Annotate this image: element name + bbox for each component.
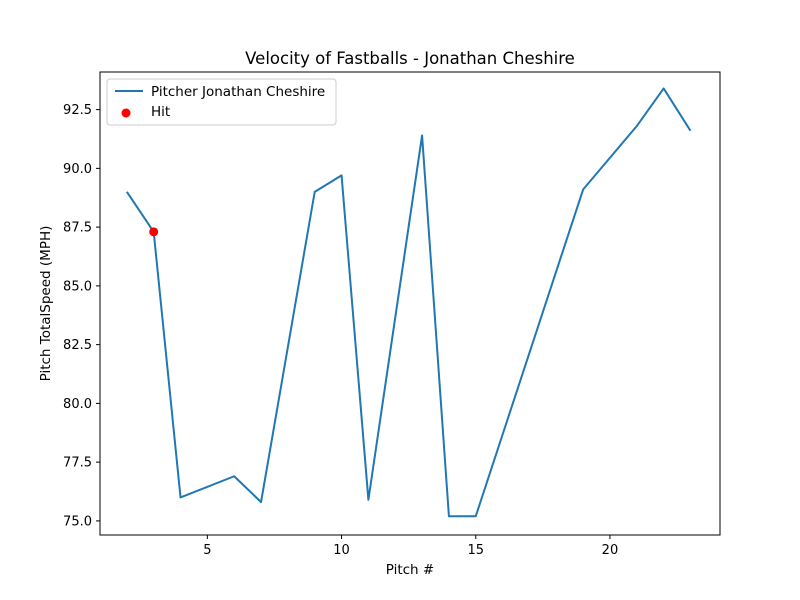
y-tick-label: 80.0 (63, 397, 92, 412)
y-axis-label: Pitch TotalSpeed (MPH) (38, 226, 54, 382)
y-tick-label: 77.5 (63, 456, 92, 471)
x-axis-label: Pitch # (386, 562, 434, 578)
y-axis-ticks: 75.0 77.5 80.0 82.5 85.0 87.5 90.0 92.5 (63, 103, 100, 529)
y-tick-label: 90.0 (63, 162, 92, 177)
legend: Pitcher Jonathan Cheshire Hit (107, 79, 336, 125)
y-tick-label: 82.5 (63, 338, 92, 353)
y-tick-label: 92.5 (63, 103, 92, 118)
hit-point (149, 227, 158, 236)
x-tick-label: 5 (203, 543, 211, 558)
legend-hit-marker (122, 109, 131, 118)
y-tick-label: 85.0 (63, 279, 92, 294)
legend-label-pitcher: Pitcher Jonathan Cheshire (151, 84, 325, 100)
legend-label-hit: Hit (151, 104, 170, 120)
plot-area (100, 72, 720, 535)
chart-title: Velocity of Fastballs - Jonathan Cheshir… (245, 49, 575, 68)
x-tick-label: 15 (467, 543, 484, 558)
x-axis-ticks: 5 10 15 20 (203, 535, 618, 558)
x-tick-label: 20 (602, 543, 619, 558)
x-tick-label: 10 (333, 543, 350, 558)
y-tick-label: 75.0 (63, 514, 92, 529)
y-tick-label: 87.5 (63, 221, 92, 236)
